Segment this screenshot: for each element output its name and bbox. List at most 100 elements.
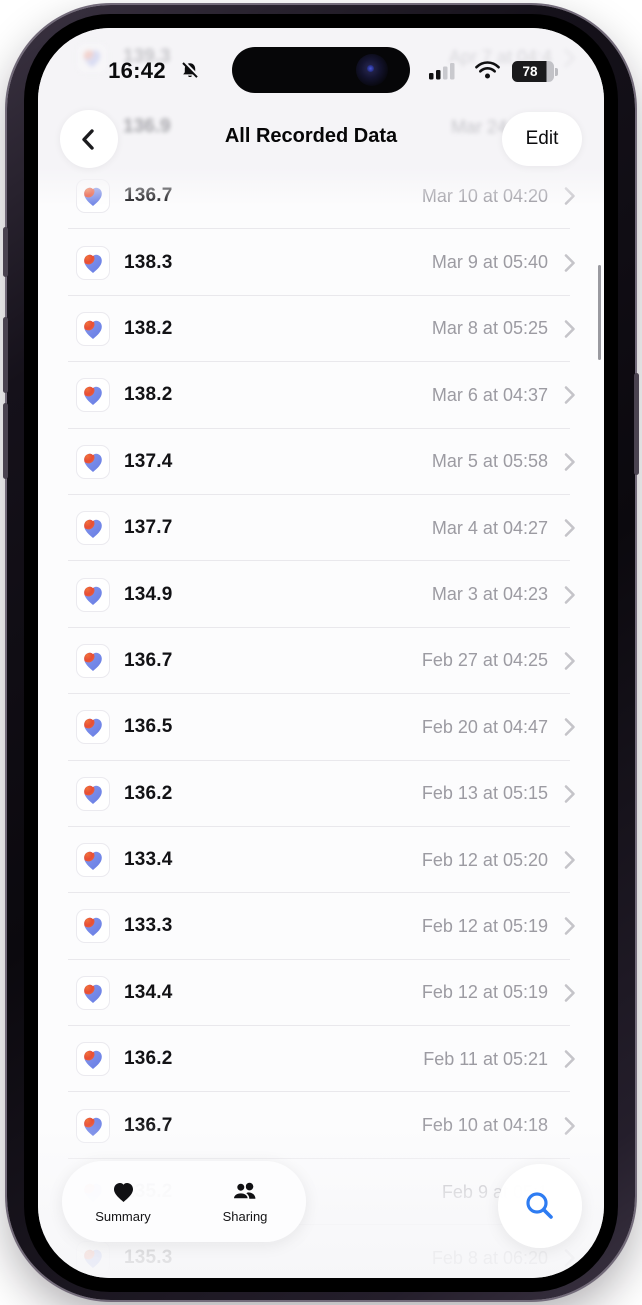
chevron-right-icon [564, 850, 576, 870]
health-heart-app-icon [76, 710, 110, 744]
recorded-data-row[interactable]: 134.4 Feb 12 at 05:19 [38, 960, 604, 1027]
chevron-right-icon [564, 253, 576, 273]
chevron-right-icon [564, 48, 576, 68]
heart-icon [113, 1183, 133, 1202]
recorded-data-row[interactable]: 138.2 Mar 8 at 05:25 [38, 296, 604, 363]
health-heart-app-icon [76, 777, 110, 811]
recorded-data-row[interactable]: 137.7 Mar 4 at 04:27 [38, 495, 604, 562]
phone-frame: 136.7 Mar 10 at 04:20 138.3 Mar 9 at 05:… [3, 5, 639, 1300]
search-icon [526, 1192, 553, 1219]
notifications-muted-icon [182, 61, 200, 78]
row-date: Feb 12 at 05:19 [421, 915, 548, 936]
chevron-right-icon [564, 1116, 576, 1136]
row-value: 137.7 [124, 517, 173, 539]
row-date: Feb 12 at 05:19 [421, 982, 548, 1003]
chevron-right-icon [564, 1049, 576, 1069]
row-value: 136.2 [124, 782, 173, 804]
row-value: 136.7 [124, 1114, 173, 1136]
chevron-left-icon [82, 129, 94, 150]
row-value: 136.7 [124, 649, 173, 671]
chevron-right-icon [564, 319, 576, 339]
recorded-data-row[interactable]: 137.4 Mar 5 at 05:58 [38, 429, 604, 496]
row-date: Feb 13 at 05:15 [421, 783, 548, 804]
recorded-data-row[interactable]: 136.7 Feb 27 at 04:25 [38, 628, 604, 695]
recorded-data-row[interactable]: 136.5 Feb 20 at 04:47 [38, 694, 604, 761]
power-button [634, 373, 639, 475]
health-heart-app-icon [76, 976, 110, 1010]
health-heart-app-icon [76, 644, 110, 678]
recorded-data-row[interactable]: 136.7 Feb 10 at 04:18 [38, 1092, 604, 1160]
row-value: 136.7 [124, 185, 173, 207]
chevron-right-icon [564, 717, 576, 737]
row-date: Feb 27 at 04:25 [421, 650, 548, 671]
row-date: Mar 10 at 04:20 [421, 185, 548, 206]
mute-switch [3, 227, 8, 277]
volume-up-button [3, 317, 8, 393]
row-value: 134.9 [124, 583, 173, 605]
back-button[interactable] [60, 110, 118, 168]
row-value: 133.3 [124, 915, 173, 937]
row-date: Mar 3 at 04:23 [431, 584, 548, 605]
chevron-right-icon [564, 518, 576, 538]
edit-button-label: Edit [525, 128, 559, 149]
row-date: Mar 4 at 04:27 [431, 517, 548, 538]
row-date: Feb 10 at 04:18 [421, 1115, 548, 1136]
row-value: 135.3 [124, 1247, 173, 1269]
health-heart-app-icon [76, 246, 110, 280]
health-heart-app-icon [76, 445, 110, 479]
chevron-right-icon [564, 784, 576, 804]
tab-summary[interactable]: Summary [62, 1161, 184, 1242]
row-date: Feb 8 at 06:20 [431, 1247, 548, 1268]
row-value: 136.5 [124, 716, 173, 738]
scrollbar[interactable] [597, 265, 601, 360]
health-heart-app-icon [76, 378, 110, 412]
front-camera [356, 54, 388, 86]
recorded-data-row[interactable]: 136.2 Feb 13 at 05:15 [38, 761, 604, 828]
row-value: 138.3 [124, 251, 173, 273]
tab-sharing-label: Sharing [222, 1209, 268, 1224]
recorded-data-row[interactable]: 138.3 Mar 9 at 05:40 [38, 229, 604, 297]
row-value: 133.4 [124, 849, 173, 871]
battery-indicator: 78 [512, 61, 558, 82]
status-time: 16:42 [108, 58, 166, 83]
screen: 136.7 Mar 10 at 04:20 138.3 Mar 9 at 05:… [38, 28, 604, 1278]
chevron-right-icon [564, 916, 576, 936]
chevron-right-icon [564, 651, 576, 671]
health-heart-app-icon [76, 511, 110, 545]
health-heart-app-icon [76, 578, 110, 612]
search-button[interactable] [498, 1164, 582, 1248]
recorded-data-row[interactable]: 136.2 Feb 11 at 05:21 [38, 1026, 604, 1093]
row-date: Mar 8 at 05:25 [431, 318, 548, 339]
health-heart-app-icon [76, 1042, 110, 1076]
chevron-right-icon [564, 452, 576, 472]
cellular-signal-icon [429, 63, 455, 80]
row-date: Feb 20 at 04:47 [421, 716, 548, 737]
chevron-right-icon [564, 186, 576, 206]
recorded-data-row[interactable]: 133.3 Feb 12 at 05:19 [38, 893, 604, 961]
recorded-data-row[interactable]: 134.9 Mar 3 at 04:23 [38, 561, 604, 629]
recorded-data-row[interactable]: 133.4 Feb 12 at 05:20 [38, 827, 604, 894]
wifi-icon [475, 61, 500, 79]
row-value: 136.2 [124, 1048, 173, 1070]
row-date: Feb 12 at 05:20 [421, 849, 548, 870]
health-heart-app-icon [76, 909, 110, 943]
health-heart-app-icon [76, 1241, 110, 1275]
recorded-data-row[interactable]: 138.2 Mar 6 at 04:37 [38, 362, 604, 429]
volume-down-button [3, 403, 8, 479]
health-heart-app-icon [76, 1109, 110, 1143]
chevron-right-icon [564, 1248, 576, 1268]
edit-button[interactable]: Edit [502, 112, 582, 166]
health-heart-app-icon [76, 312, 110, 346]
tab-sharing[interactable]: Sharing [184, 1161, 306, 1242]
health-heart-app-icon [76, 843, 110, 877]
row-value: 138.2 [124, 384, 173, 406]
chevron-right-icon [564, 585, 576, 605]
row-date: Mar 5 at 05:58 [431, 451, 548, 472]
row-date: Mar 9 at 05:40 [431, 252, 548, 273]
row-date: Feb 11 at 05:21 [423, 1048, 548, 1069]
health-heart-app-icon [76, 179, 110, 213]
recorded-data-row[interactable]: 136.7 Mar 10 at 04:20 [38, 163, 604, 230]
tab-bar: Summary Sharing [62, 1161, 306, 1242]
row-value: 138.2 [124, 317, 173, 339]
header: 139.3 Apr 7 at 04:4 136.9 Mar 24 at 04 1… [38, 28, 604, 168]
